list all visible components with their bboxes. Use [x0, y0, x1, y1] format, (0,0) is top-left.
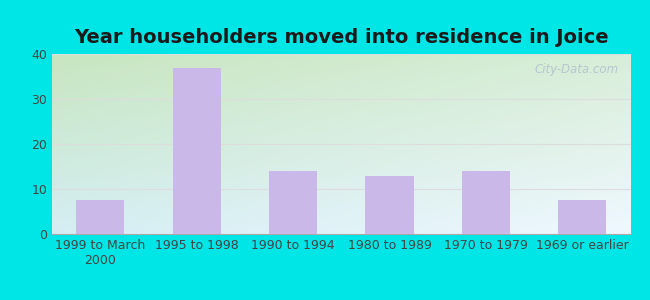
Bar — [558, 200, 606, 234]
Title: Year householders moved into residence in Joice: Year householders moved into residence i… — [74, 28, 608, 47]
Bar — [365, 176, 413, 234]
Bar — [269, 171, 317, 234]
Bar — [76, 200, 124, 234]
Text: City-Data.com: City-Data.com — [535, 63, 619, 76]
Bar — [172, 68, 221, 234]
Bar — [462, 171, 510, 234]
